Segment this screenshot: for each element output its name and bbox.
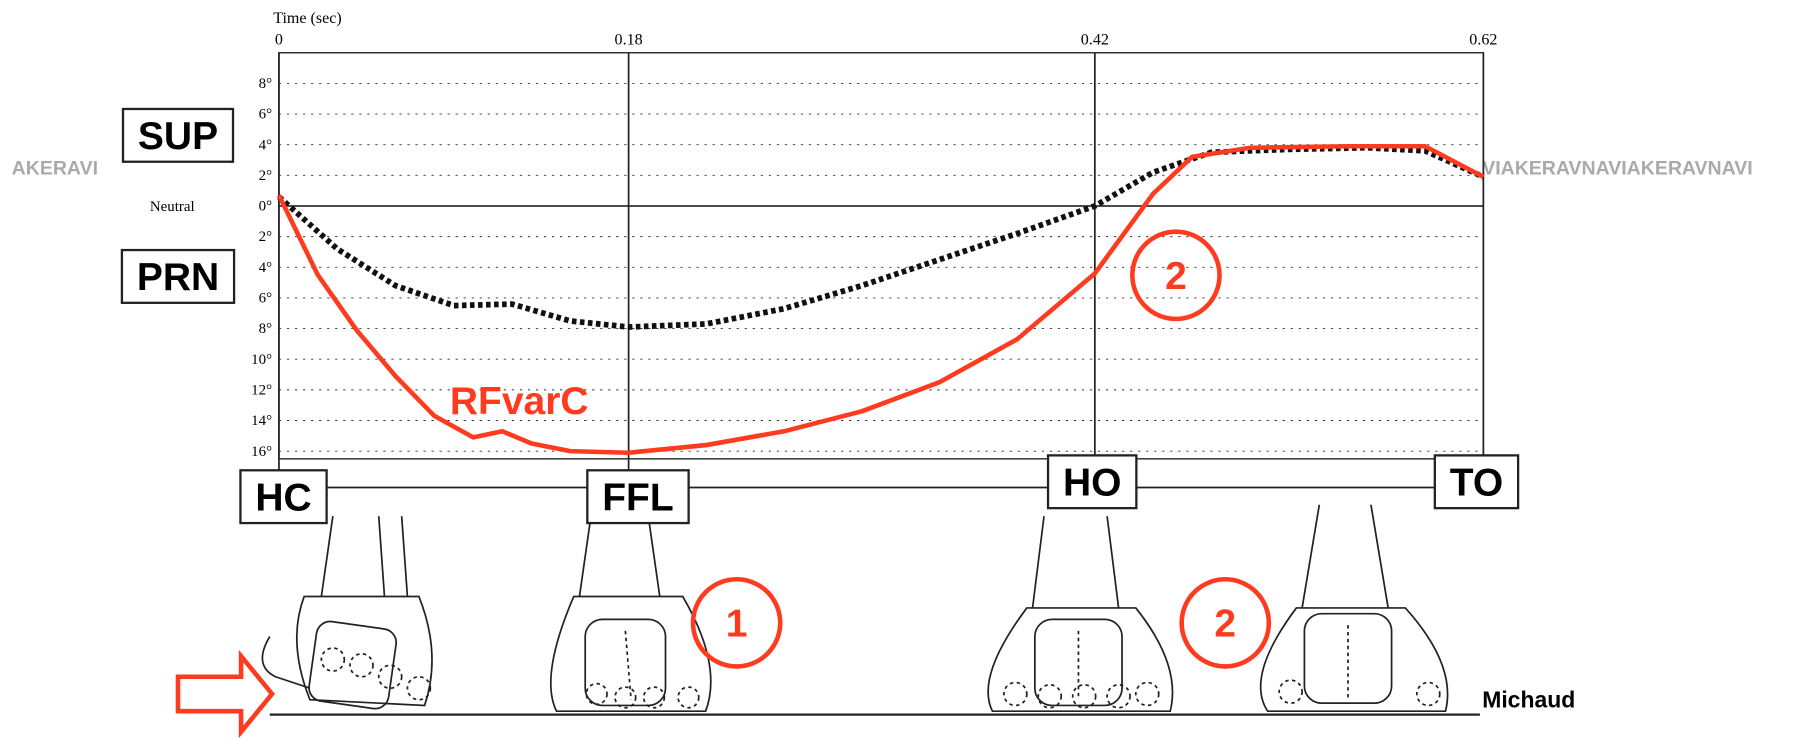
series-label: RFvarC bbox=[450, 380, 589, 423]
x-tick-label: 0.18 bbox=[615, 32, 643, 49]
phase-label: HO bbox=[1063, 462, 1122, 505]
arrow bbox=[178, 656, 272, 732]
y-tick-label: 0° bbox=[259, 199, 272, 215]
y-tick-label: 4° bbox=[259, 260, 272, 276]
y-tick-label: 10° bbox=[251, 352, 272, 368]
watermark: AKERAVI bbox=[12, 157, 98, 179]
y-tick-label: 8° bbox=[259, 76, 272, 92]
x-tick-label: 0 bbox=[275, 32, 283, 49]
y-tick-label: 8° bbox=[259, 321, 272, 337]
page: AKERAVI VIAKERAVNAVIAKERAVNAVI Time (sec… bbox=[0, 0, 1799, 741]
phase-label: TO bbox=[1450, 462, 1503, 505]
phase-label: FFL bbox=[602, 476, 673, 519]
y-tick-label: 6° bbox=[259, 291, 272, 307]
x-axis-label: Time (sec) bbox=[273, 10, 342, 27]
y-tick-label: 2° bbox=[259, 229, 272, 245]
circle-label: 2 bbox=[1214, 603, 1236, 646]
y-tick-label: 4° bbox=[259, 137, 272, 153]
y-tick-label: 12° bbox=[251, 382, 272, 398]
watermark: VIAKERAVNAVIAKERAVNAVI bbox=[1482, 157, 1753, 179]
phase-label: HC bbox=[255, 476, 311, 519]
neutral-label: Neutral bbox=[150, 199, 195, 215]
side-label: PRN bbox=[137, 256, 219, 299]
circle-label: 2 bbox=[1165, 255, 1187, 298]
y-tick-label: 2° bbox=[259, 168, 272, 184]
y-tick-label: 6° bbox=[259, 107, 272, 123]
chart: AKERAVI VIAKERAVNAVIAKERAVNAVI Time (sec… bbox=[0, 0, 1799, 741]
x-tick-label: 0.62 bbox=[1469, 32, 1497, 49]
y-tick-label: 14° bbox=[251, 413, 272, 429]
feet-illustration bbox=[262, 488, 1483, 715]
credit: Michaud bbox=[1482, 687, 1575, 713]
side-label: SUP bbox=[138, 115, 218, 158]
y-tick-label: 16° bbox=[251, 444, 272, 460]
x-tick-label: 0.42 bbox=[1081, 32, 1109, 49]
series-line bbox=[279, 148, 1483, 327]
circle-label: 1 bbox=[726, 603, 748, 646]
